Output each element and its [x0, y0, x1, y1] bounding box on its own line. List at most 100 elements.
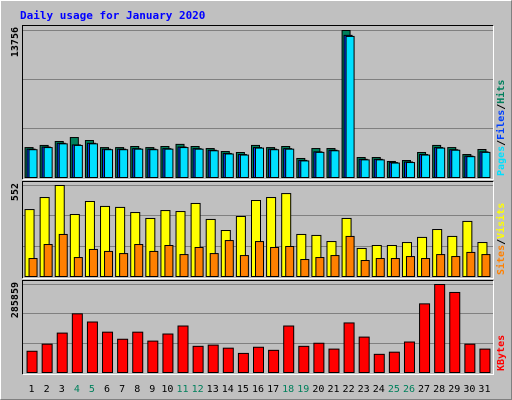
bar: [315, 257, 325, 277]
x-tick-label: 2: [44, 384, 50, 395]
bar: [58, 233, 68, 278]
bar: [360, 159, 370, 178]
x-tick-label: 26: [403, 384, 415, 395]
bar: [28, 258, 38, 277]
bar: [73, 257, 83, 277]
bar: [179, 254, 189, 278]
bar: [330, 150, 340, 178]
bar: [179, 147, 189, 178]
bar: [375, 159, 385, 178]
bar: [358, 336, 370, 373]
legend-entry: Hits: [495, 80, 507, 104]
bar: [224, 153, 234, 179]
bar: [436, 147, 446, 178]
bar: [283, 325, 295, 373]
x-tick-label: 30: [463, 384, 475, 395]
bar: [421, 258, 431, 277]
bar: [209, 150, 219, 178]
bar: [300, 160, 310, 179]
bar: [239, 154, 249, 178]
bar: [328, 348, 340, 374]
bar: [56, 332, 68, 373]
legend-entry: KBytes: [496, 335, 507, 371]
x-tick-label: 29: [448, 384, 460, 395]
bar: [268, 349, 280, 374]
y-tick-label: 285859: [10, 282, 21, 318]
legend-entry: Pages: [496, 146, 507, 176]
x-tick-label: 24: [373, 384, 385, 395]
bar: [222, 347, 234, 374]
panel-bevel-dark: [22, 181, 494, 279]
bar: [102, 331, 114, 373]
bar: [41, 343, 53, 373]
bar: [164, 245, 174, 278]
x-tick-label: 5: [89, 384, 95, 395]
legend-separator: /: [496, 239, 507, 245]
bar: [253, 346, 264, 373]
legend-separator: /: [496, 104, 507, 110]
bar: [481, 254, 491, 278]
bar: [104, 149, 114, 178]
bar: [147, 340, 159, 374]
chart-title: Daily usage for January 2020: [20, 9, 205, 22]
bar: [132, 331, 144, 373]
bar: [134, 244, 144, 277]
bar: [119, 149, 129, 178]
x-tick-label: 14: [222, 384, 234, 395]
bar: [119, 253, 129, 277]
bar: [192, 345, 204, 373]
bar: [300, 259, 310, 277]
x-tick-label: 18: [282, 384, 294, 395]
bar: [177, 325, 189, 373]
bar: [345, 235, 355, 277]
x-tick-label: 10: [161, 384, 173, 395]
bar: [464, 343, 476, 373]
bar: [26, 350, 38, 373]
x-tick-label: 23: [358, 384, 370, 395]
x-tick-label: 25: [388, 384, 400, 395]
bar: [451, 256, 461, 278]
bar: [149, 149, 159, 178]
legend-entry: Sites: [495, 245, 507, 275]
x-tick-label: 20: [312, 384, 324, 395]
bar: [207, 344, 219, 373]
bar: [330, 255, 340, 277]
bar: [255, 147, 264, 178]
x-tick-label: 8: [134, 384, 140, 395]
x-tick-label: 17: [267, 384, 279, 395]
x-tick-label: 16: [252, 384, 264, 395]
bar: [43, 147, 53, 178]
x-tick-label: 22: [343, 384, 355, 395]
panel-bevel-dark: [22, 25, 494, 180]
bar: [134, 148, 144, 178]
bar: [88, 143, 98, 178]
panel-bevel-light: [22, 181, 494, 279]
bar: [58, 143, 68, 178]
bar: [434, 284, 446, 373]
x-tick-label: 19: [297, 384, 309, 395]
bar: [298, 345, 310, 373]
y-tick-label: 552: [10, 183, 21, 201]
bar: [285, 148, 295, 178]
bar: [162, 333, 174, 374]
bar: [390, 162, 400, 178]
bar: [421, 154, 431, 178]
x-tick-label: 3: [59, 384, 65, 395]
legend: Sites/Visits: [495, 203, 507, 275]
bar: [405, 256, 415, 278]
bar: [466, 156, 476, 178]
x-tick-label: 12: [192, 384, 204, 395]
bar: [237, 352, 249, 373]
x-tick-label: 1: [29, 384, 35, 395]
bar: [345, 35, 355, 178]
bar: [88, 248, 98, 278]
bar: [315, 151, 325, 179]
bar: [28, 149, 38, 178]
bar: [373, 353, 385, 373]
bar: [403, 341, 415, 374]
x-tick-label: 6: [104, 384, 110, 395]
bar: [451, 149, 461, 179]
bar: [104, 250, 114, 278]
x-tick-label: 4: [74, 384, 80, 395]
